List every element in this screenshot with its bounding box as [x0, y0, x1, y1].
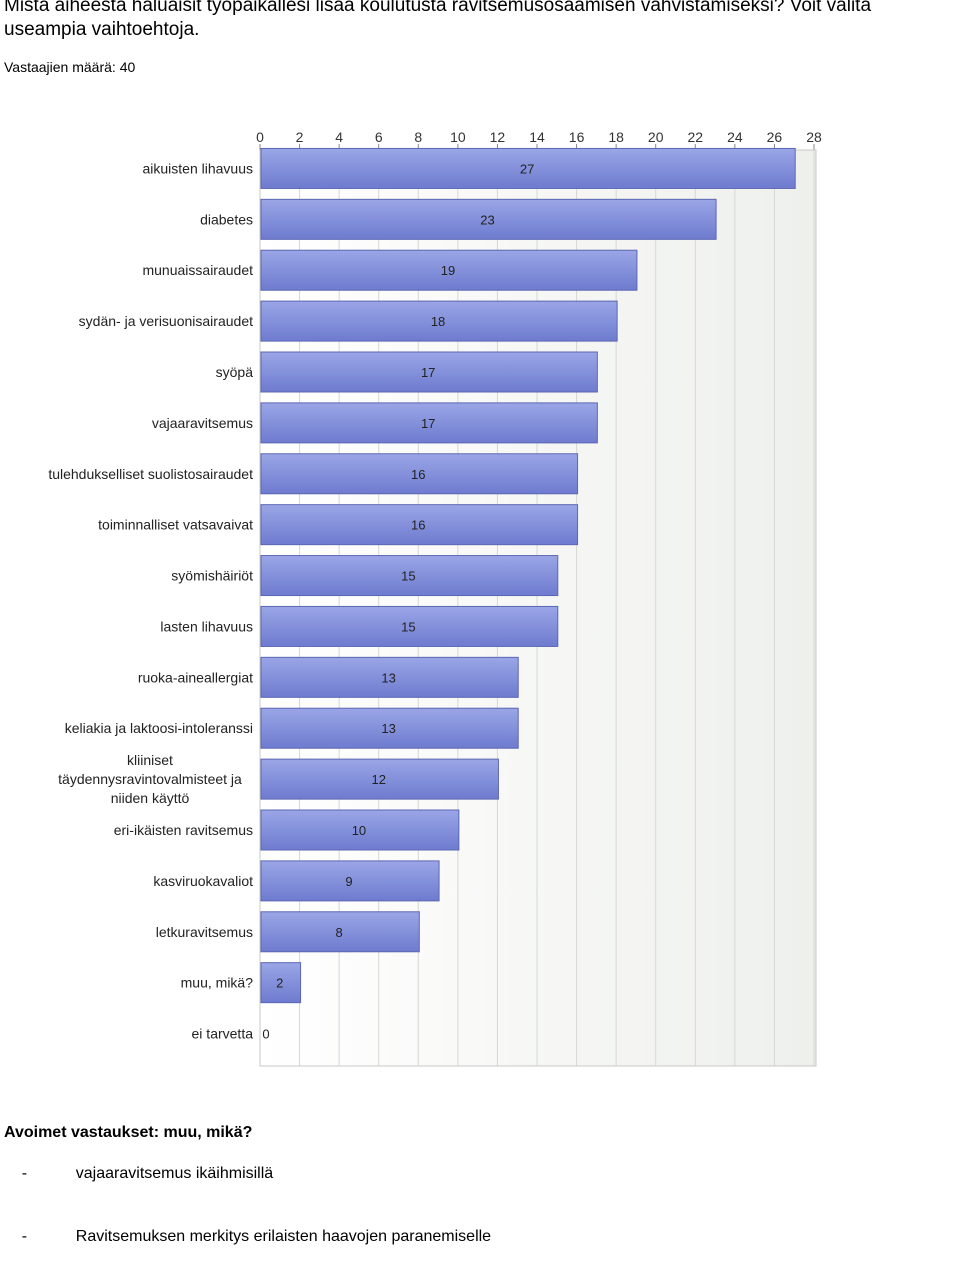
x-tick-label: 18	[608, 129, 624, 145]
category-label: kasviruokavaliot	[153, 873, 253, 889]
bar	[260, 351, 598, 393]
bar	[260, 453, 579, 495]
bar-value-label: 8	[336, 925, 343, 940]
bar-value-label: 27	[520, 161, 534, 176]
bar-value-label: 13	[381, 721, 395, 736]
bar-value-label: 19	[441, 263, 455, 278]
bar-value-label: 15	[401, 619, 415, 634]
category-label: aikuisten lihavuus	[142, 160, 253, 176]
open-answer-text: vajaaravitsemus ikäihmisillä	[75, 1165, 274, 1182]
x-tick-label: 12	[490, 129, 506, 145]
bar	[260, 860, 440, 902]
category-label: eri-ikäisten ravitsemus	[114, 822, 253, 838]
bar-value-label: 17	[421, 365, 435, 380]
bar	[260, 555, 559, 597]
bar-value-label: 0	[262, 1027, 269, 1042]
open-answers-title: Avoimet vastaukset: muu, mikä?	[4, 1124, 253, 1141]
x-tick-label: 10	[450, 129, 466, 145]
bar-value-label: 2	[276, 976, 283, 991]
open-answers-section: Avoimet vastaukset: muu, mikä? - vajaarav…	[4, 1124, 954, 1268]
x-tick-label: 8	[414, 129, 422, 145]
bar	[260, 962, 302, 1004]
x-tick-label: 0	[256, 129, 264, 145]
respondent-count: Vastaajien määrä: 40	[4, 59, 136, 75]
bar-value-label: 18	[431, 314, 445, 329]
x-tick-label: 28	[806, 129, 822, 145]
x-tick-label: 26	[767, 129, 783, 145]
open-answer-item: - Ravitsemuksen merkitys erilaisten haavo…	[4, 1205, 954, 1268]
bar-value-label: 17	[421, 416, 435, 431]
open-answer-bullet: -	[21, 1228, 28, 1245]
x-tick-label: 22	[687, 129, 703, 145]
bar	[260, 911, 420, 953]
category-label: muu, mikä?	[181, 975, 254, 991]
bar-value-label: 16	[411, 467, 425, 482]
category-label: syömishäiriöt	[171, 568, 253, 584]
x-tick-label: 20	[648, 129, 664, 145]
x-tick-label: 16	[569, 129, 585, 145]
bar	[260, 402, 598, 444]
category-label: vajaaravitsemus	[152, 415, 253, 431]
x-tick-label: 24	[727, 129, 743, 145]
bar	[260, 504, 579, 546]
open-answer-item: - vajaaravitsemus ikäihmisillä	[4, 1142, 954, 1205]
category-label: ruoka-aineallergiat	[138, 669, 253, 685]
bar-value-label: 12	[371, 772, 385, 787]
bar	[260, 809, 460, 851]
bar-value-label: 9	[345, 874, 352, 889]
bar	[260, 249, 638, 291]
open-answer-text: Ravitsemuksen merkitys erilaisten haavoj…	[75, 1228, 492, 1245]
question-title: Mistä aiheesta haluaisit työpaikallesi l…	[4, 0, 872, 40]
bar-value-label: 16	[411, 518, 425, 533]
category-label: kliiniset täydennysravintovalmisteet ja ni…	[58, 752, 242, 806]
open-answer-bullet: -	[21, 1165, 28, 1182]
category-label: syöpä	[216, 364, 254, 380]
category-label: keliakia ja laktoosi-intoleranssi	[65, 720, 253, 736]
category-label: diabetes	[200, 211, 253, 227]
x-tick-label: 2	[296, 129, 304, 145]
bar	[260, 656, 519, 698]
bar-value-label: 10	[352, 823, 366, 838]
category-label: letkuravitsemus	[156, 924, 253, 940]
category-label: lasten lihavuus	[160, 618, 253, 634]
bar	[260, 147, 796, 189]
bar-value-label: 15	[401, 569, 415, 584]
x-tick-label: 4	[335, 129, 343, 145]
category-label: munuaissairaudet	[142, 262, 253, 278]
bar	[260, 707, 519, 749]
bar	[260, 300, 618, 342]
bar	[260, 758, 499, 800]
bar	[260, 198, 717, 240]
category-label: toiminnalliset vatsavaivat	[98, 517, 253, 533]
category-label: sydän- ja verisuonisairaudet	[79, 313, 253, 329]
bar	[260, 605, 559, 647]
category-label: ei tarvetta	[192, 1026, 254, 1042]
category-label: tulehdukselliset suolistosairaudet	[48, 466, 253, 482]
bar-value-label: 13	[381, 670, 395, 685]
x-tick-label: 14	[529, 129, 545, 145]
x-tick-label: 6	[375, 129, 383, 145]
bar-value-label: 23	[480, 212, 494, 227]
